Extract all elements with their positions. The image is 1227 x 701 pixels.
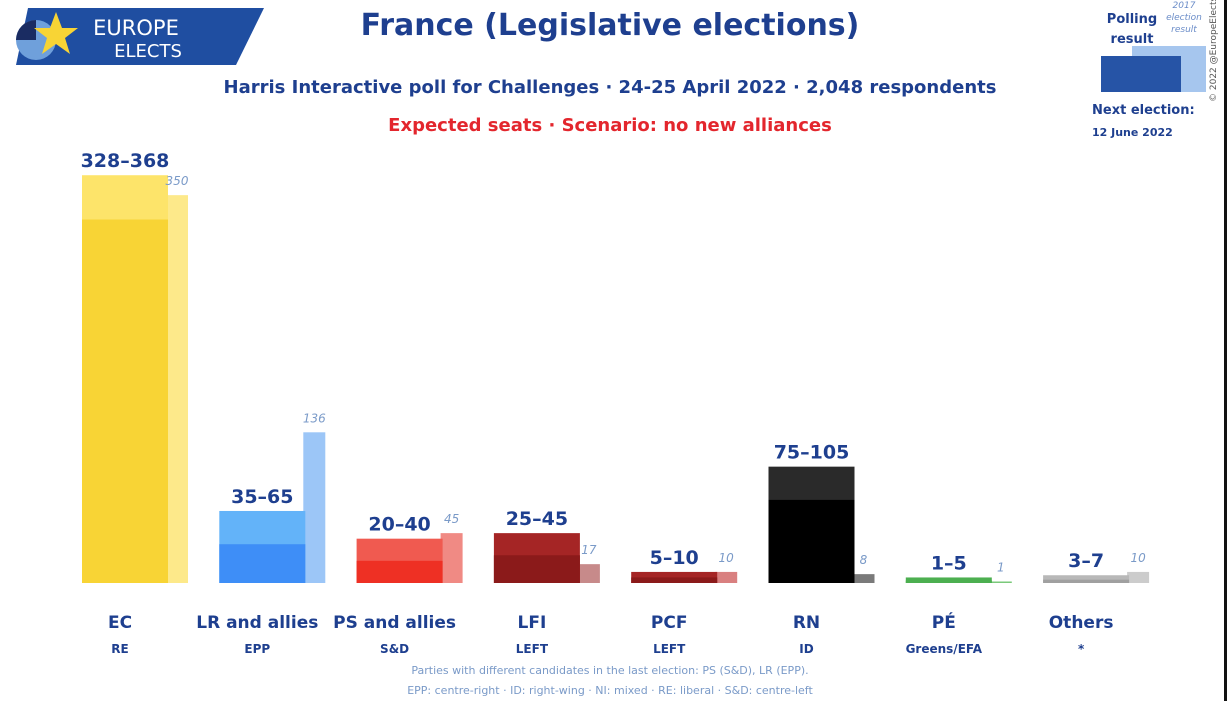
category-label-lr-and-allies: LR and allies	[196, 613, 318, 633]
prev-label-rn: 8	[860, 553, 868, 567]
bar-low-p-	[905, 580, 992, 583]
group-label-ps-and-allies: S&D	[380, 642, 409, 656]
range-label-pcf: 5–10	[650, 547, 699, 569]
bar-range-p-	[905, 577, 992, 583]
legend-previous-label: 2017 election result	[1166, 1, 1202, 35]
bar-2017-ps-and-allies	[440, 533, 463, 583]
category-label-rn: RN	[793, 613, 820, 633]
footnote-groups: EPP: centre-right · ID: right-wing · NI:…	[407, 684, 813, 697]
next-election-label: Next election:	[1092, 103, 1195, 118]
footnote-parties: Parties with different candidates in the…	[411, 664, 809, 677]
logo-line1: EUROPE	[93, 16, 179, 40]
chart-scenario: Expected seats · Scenario: no new allian…	[388, 115, 832, 136]
category-label-others: Others	[1049, 613, 1114, 633]
prev-label-lfi: 17	[581, 543, 597, 557]
prev-label-lr-and-allies: 136	[303, 411, 326, 425]
bar-2017-ec	[166, 195, 188, 583]
logo-line2: ELECTS	[114, 41, 182, 62]
range-label-lr-and-allies: 35–65	[231, 486, 293, 508]
category-label-lfi: LFI	[518, 613, 547, 633]
bar-low-lfi	[493, 555, 580, 583]
bar-low-pcf	[631, 577, 718, 583]
prev-label-ps-and-allies: 45	[444, 512, 459, 526]
legend-polling-label: Polling result	[1106, 12, 1158, 47]
bar-range-others	[1043, 575, 1130, 583]
prev-label-others: 10	[1130, 551, 1146, 565]
prev-label-ec: 350	[166, 174, 189, 188]
group-label-others: *	[1078, 642, 1085, 656]
range-label-lfi: 25–45	[506, 508, 568, 530]
chart-subtitle: Harris Interactive poll for Challenges ·…	[223, 77, 997, 98]
bar-2017-lfi	[577, 564, 600, 583]
group-label-pcf: LEFT	[653, 642, 686, 656]
bar-low-lr-and-allies	[219, 544, 306, 583]
category-label-ec: EC	[108, 613, 132, 633]
legend-swatches	[1101, 46, 1206, 92]
category-label-ps-and-allies: PS and allies	[333, 613, 456, 633]
prev-label-p-: 1	[997, 561, 1005, 575]
bar-2017-lr-and-allies	[303, 432, 326, 583]
europe-elects-logo: EUROPE ELECTS	[16, 8, 264, 65]
bar-low-rn	[768, 499, 855, 583]
group-label-lr-and-allies: EPP	[244, 642, 270, 656]
range-label-ec: 328–368	[81, 150, 170, 172]
group-label-p-: Greens/EFA	[906, 642, 983, 656]
chart-title: France (Legislative elections)	[360, 8, 860, 43]
range-label-others: 3–7	[1068, 550, 1104, 572]
bar-2017-others	[1127, 571, 1150, 583]
range-label-p-: 1–5	[931, 552, 967, 574]
group-label-ec: RE	[111, 642, 128, 656]
next-election-date: 12 June 2022	[1092, 126, 1173, 139]
group-label-lfi: LEFT	[516, 642, 549, 656]
bar-2017-pcf	[715, 571, 738, 583]
bar-low-others	[1043, 579, 1130, 583]
right-border	[1224, 0, 1227, 701]
range-label-ps-and-allies: 20–40	[368, 514, 430, 536]
bar-2017-rn	[852, 574, 875, 583]
category-label-pcf: PCF	[651, 613, 688, 633]
group-label-rn: ID	[799, 642, 813, 656]
range-label-rn: 75–105	[774, 442, 850, 464]
bar-2017-p-	[989, 581, 1012, 583]
prev-label-pcf: 10	[719, 551, 735, 565]
legend-poll-swatch	[1101, 56, 1181, 92]
bar-low-ps-and-allies	[356, 560, 443, 583]
category-label-p-: PÉ	[932, 611, 956, 633]
legend: Polling result 2017 election result Next…	[1092, 0, 1212, 150]
bar-low-ec	[82, 219, 168, 584]
